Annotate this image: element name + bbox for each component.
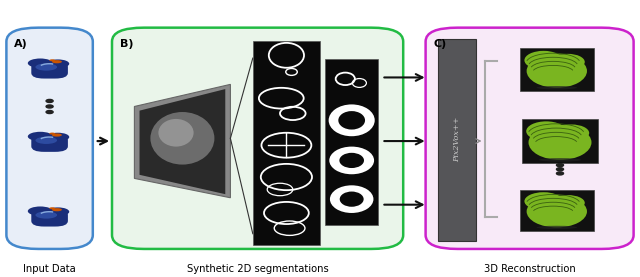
Ellipse shape <box>527 54 587 88</box>
Ellipse shape <box>28 132 52 141</box>
Ellipse shape <box>52 208 62 211</box>
Ellipse shape <box>340 191 364 207</box>
Circle shape <box>557 164 564 167</box>
Ellipse shape <box>551 195 585 211</box>
Ellipse shape <box>524 51 563 70</box>
Circle shape <box>46 105 53 108</box>
Bar <box>325 60 378 225</box>
Ellipse shape <box>47 207 69 216</box>
Bar <box>520 48 594 91</box>
FancyBboxPatch shape <box>6 28 93 249</box>
Ellipse shape <box>329 104 375 136</box>
Ellipse shape <box>526 121 566 141</box>
Ellipse shape <box>49 133 55 135</box>
Bar <box>520 190 594 231</box>
Text: Pix2Vox++: Pix2Vox++ <box>453 117 461 162</box>
Ellipse shape <box>527 196 587 227</box>
Text: Input Data: Input Data <box>23 264 76 274</box>
Ellipse shape <box>49 207 55 209</box>
Ellipse shape <box>554 124 589 142</box>
Ellipse shape <box>52 134 62 137</box>
FancyBboxPatch shape <box>31 209 68 227</box>
Ellipse shape <box>52 60 62 63</box>
Ellipse shape <box>49 59 55 61</box>
Ellipse shape <box>539 158 581 162</box>
Ellipse shape <box>47 133 69 141</box>
Ellipse shape <box>330 147 374 174</box>
FancyBboxPatch shape <box>112 28 403 249</box>
Ellipse shape <box>150 112 214 165</box>
Ellipse shape <box>28 58 52 68</box>
Ellipse shape <box>339 111 365 130</box>
Ellipse shape <box>536 226 577 229</box>
Text: C): C) <box>433 39 447 49</box>
FancyBboxPatch shape <box>426 28 634 249</box>
Ellipse shape <box>340 191 364 207</box>
Bar <box>522 119 598 163</box>
Circle shape <box>46 99 53 102</box>
Ellipse shape <box>524 192 563 210</box>
Text: Synthetic 2D segmentations: Synthetic 2D segmentations <box>187 264 328 274</box>
Text: B): B) <box>120 39 133 49</box>
Ellipse shape <box>35 63 57 71</box>
Ellipse shape <box>339 153 364 168</box>
Text: A): A) <box>14 39 28 49</box>
Circle shape <box>557 172 564 175</box>
Ellipse shape <box>35 137 57 144</box>
Ellipse shape <box>159 119 193 147</box>
Ellipse shape <box>339 153 364 168</box>
FancyBboxPatch shape <box>31 61 68 79</box>
Ellipse shape <box>28 206 52 216</box>
Polygon shape <box>140 89 225 194</box>
Ellipse shape <box>47 60 69 68</box>
FancyBboxPatch shape <box>31 135 68 152</box>
Ellipse shape <box>330 185 374 213</box>
Circle shape <box>557 168 564 171</box>
Bar <box>438 39 476 241</box>
Ellipse shape <box>536 86 577 89</box>
Polygon shape <box>134 84 230 198</box>
Bar <box>253 42 320 245</box>
Circle shape <box>46 111 53 114</box>
Ellipse shape <box>339 111 365 130</box>
Ellipse shape <box>35 211 57 219</box>
Ellipse shape <box>529 125 591 160</box>
Text: 3D Reconstruction: 3D Reconstruction <box>484 264 575 274</box>
Ellipse shape <box>551 54 585 70</box>
